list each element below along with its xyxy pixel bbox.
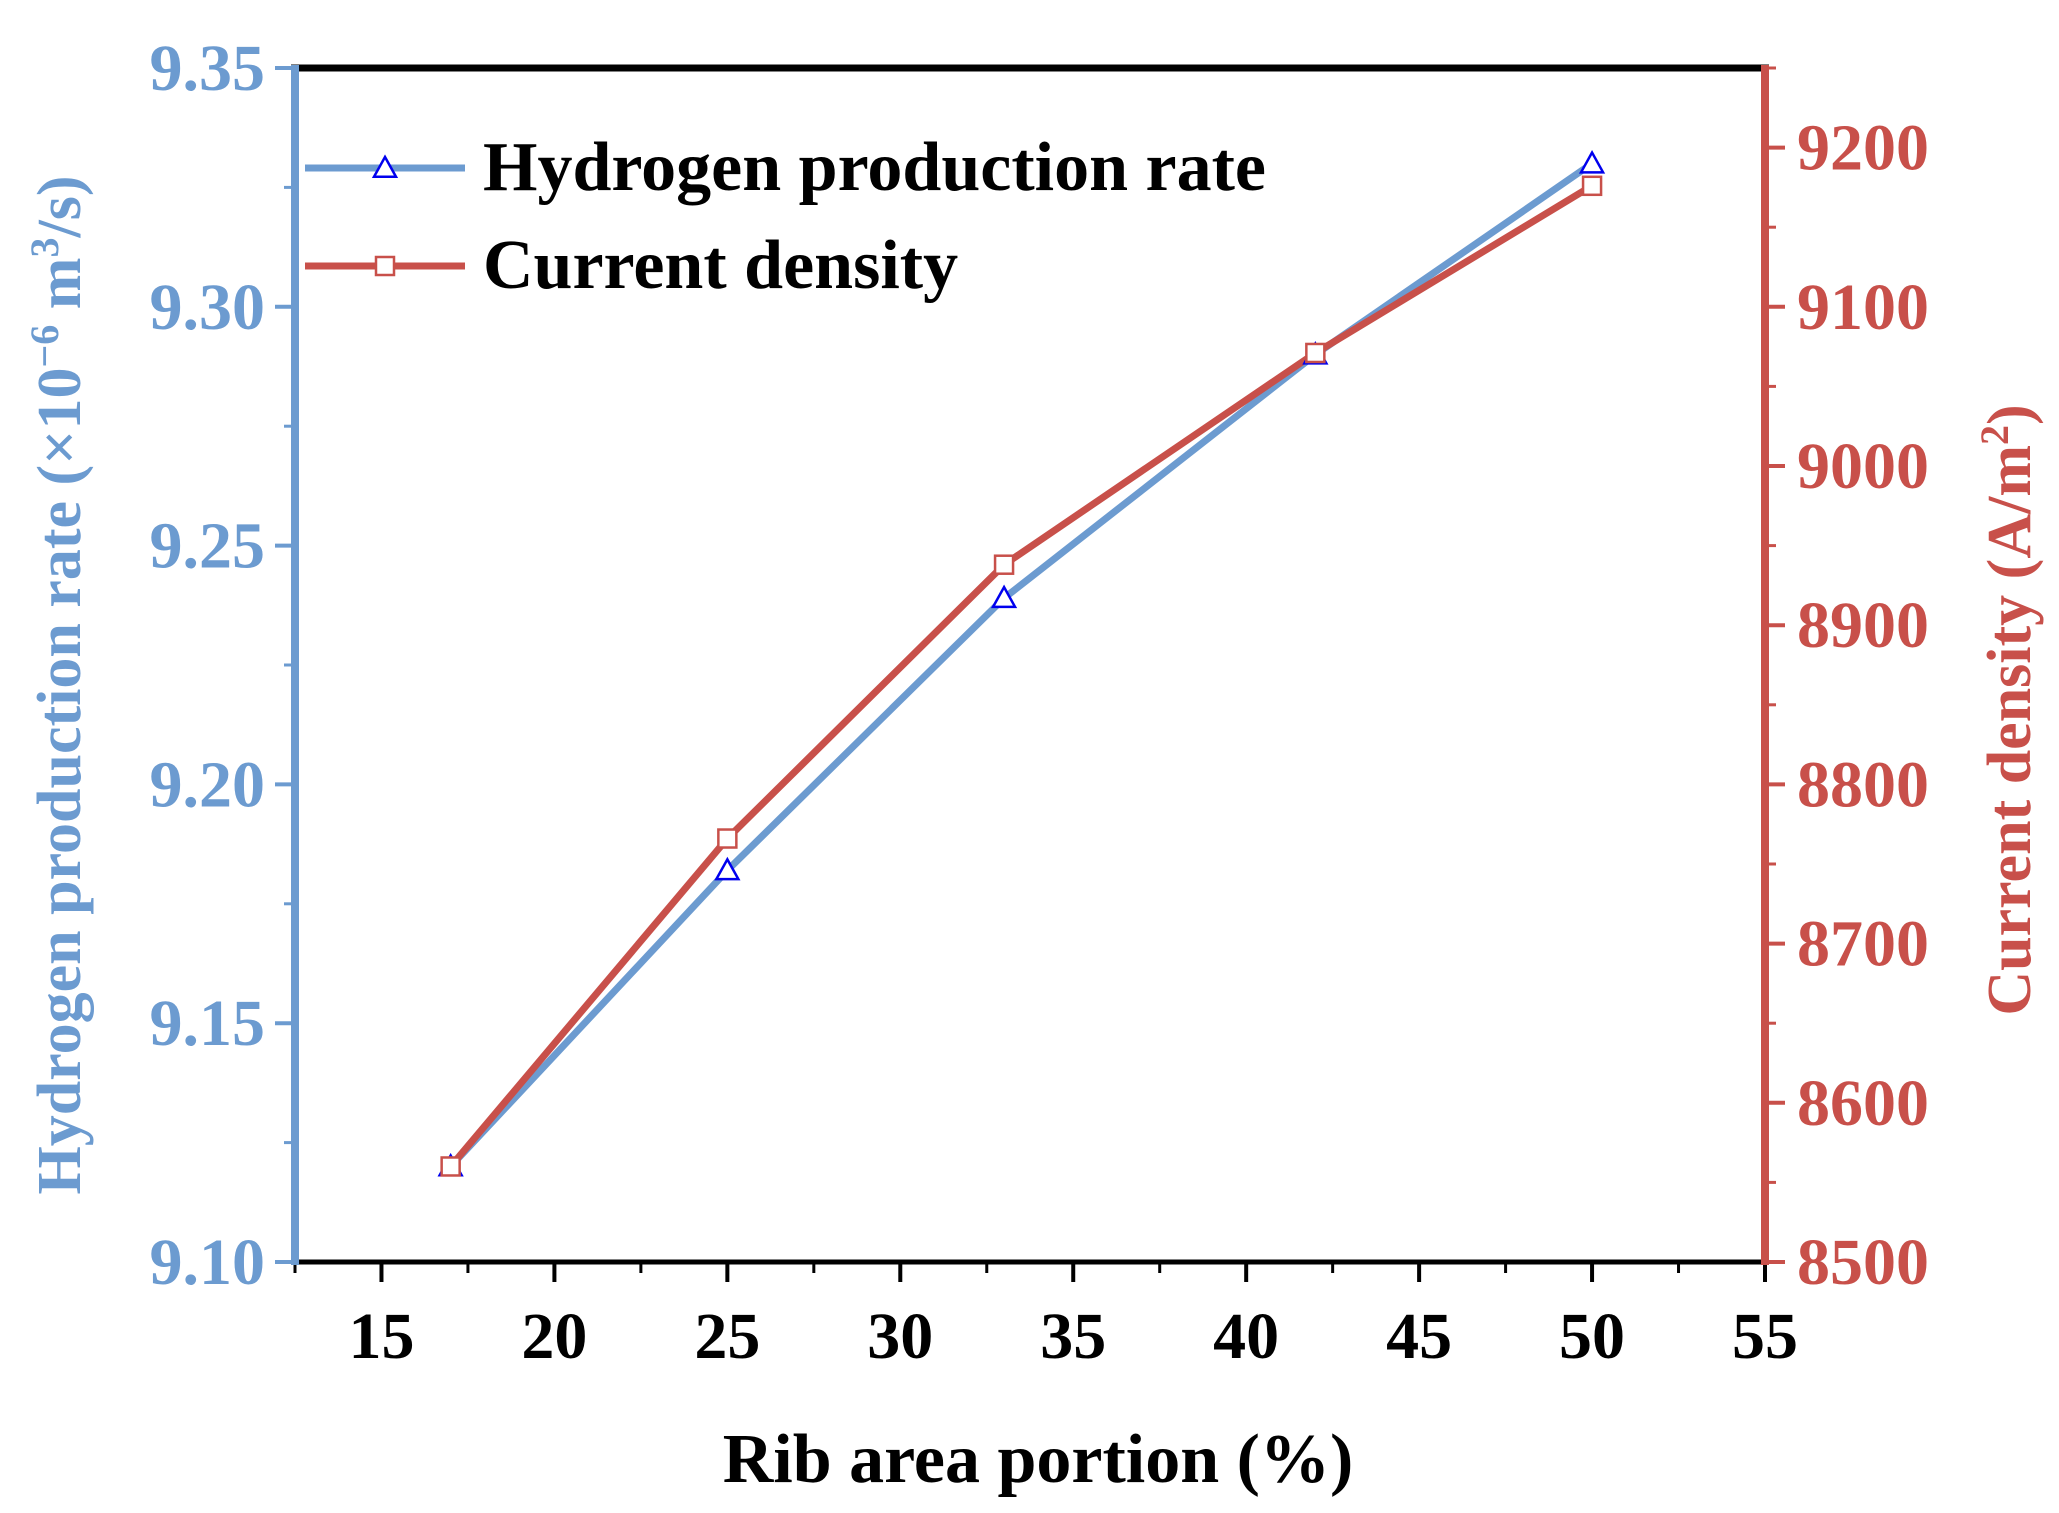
right-y-tick-label: 8600	[1797, 1067, 1929, 1140]
legend: Hydrogen production rate Current density	[305, 129, 1266, 304]
right-y-tick-label: 8900	[1797, 589, 1929, 662]
x-tick-label: 20	[521, 1300, 587, 1373]
hydrogen-rate-point	[714, 856, 741, 881]
right-y-tick-label: 8700	[1797, 908, 1929, 981]
right-y-tick-label: 9000	[1797, 430, 1929, 503]
x-tick-label: 50	[1559, 1300, 1625, 1373]
x-axis-title: Rib area portion (%)	[723, 1421, 1354, 1498]
left-y-tick-label: 9.35	[150, 32, 266, 105]
right-y-tick-label: 9200	[1797, 112, 1929, 185]
legend-label: Hydrogen production rate	[483, 129, 1266, 206]
hydrogen-rate-line	[448, 160, 1595, 1169]
left-y-axis-title: Hydrogen production rate (×10−6 m3/s)	[22, 176, 95, 1195]
series-layer	[437, 149, 1606, 1177]
left-y-tick-label: 9.15	[150, 987, 266, 1060]
axes-layer	[291, 64, 1769, 1265]
x-tick-label: 55	[1732, 1300, 1798, 1373]
x-tick-label: 35	[1040, 1300, 1106, 1373]
x-tick-label: 45	[1386, 1300, 1452, 1373]
current-density-point	[1581, 175, 1603, 197]
current-density-line	[447, 182, 1594, 1169]
current-density-point	[1305, 342, 1326, 364]
left-y-tick-label: 9.20	[150, 748, 266, 821]
legend-square-marker	[374, 255, 396, 277]
right-y-axis-title: Current density (A/m2)	[1972, 404, 2045, 1015]
right-y-tick-label: 8500	[1797, 1226, 1929, 1299]
hydrogen-rate-point	[990, 584, 1018, 609]
labels-layer: 15 20 25 30 35 40 45 50 55 9.10 9.15 9.20 9.25 9.30 9.…	[22, 32, 2045, 1498]
left-y-tick-label: 9.30	[150, 271, 266, 344]
current-density-point	[440, 1156, 461, 1177]
right-y-tick-label: 9100	[1797, 271, 1929, 344]
x-tick-label: 25	[694, 1300, 760, 1373]
x-tick-label: 40	[1213, 1300, 1279, 1373]
hydrogen-rate-point	[1578, 149, 1606, 174]
left-y-tick-label: 9.25	[150, 510, 266, 583]
current-density-point	[717, 828, 738, 849]
left-y-tick-label: 9.10	[150, 1226, 266, 1299]
x-tick-label: 30	[867, 1300, 933, 1373]
legend-label: Current density	[483, 227, 958, 304]
x-tick-label: 15	[348, 1300, 414, 1373]
current-density-point	[993, 554, 1015, 575]
legend-triangle-marker	[371, 154, 399, 179]
right-y-tick-label: 8800	[1797, 748, 1929, 821]
